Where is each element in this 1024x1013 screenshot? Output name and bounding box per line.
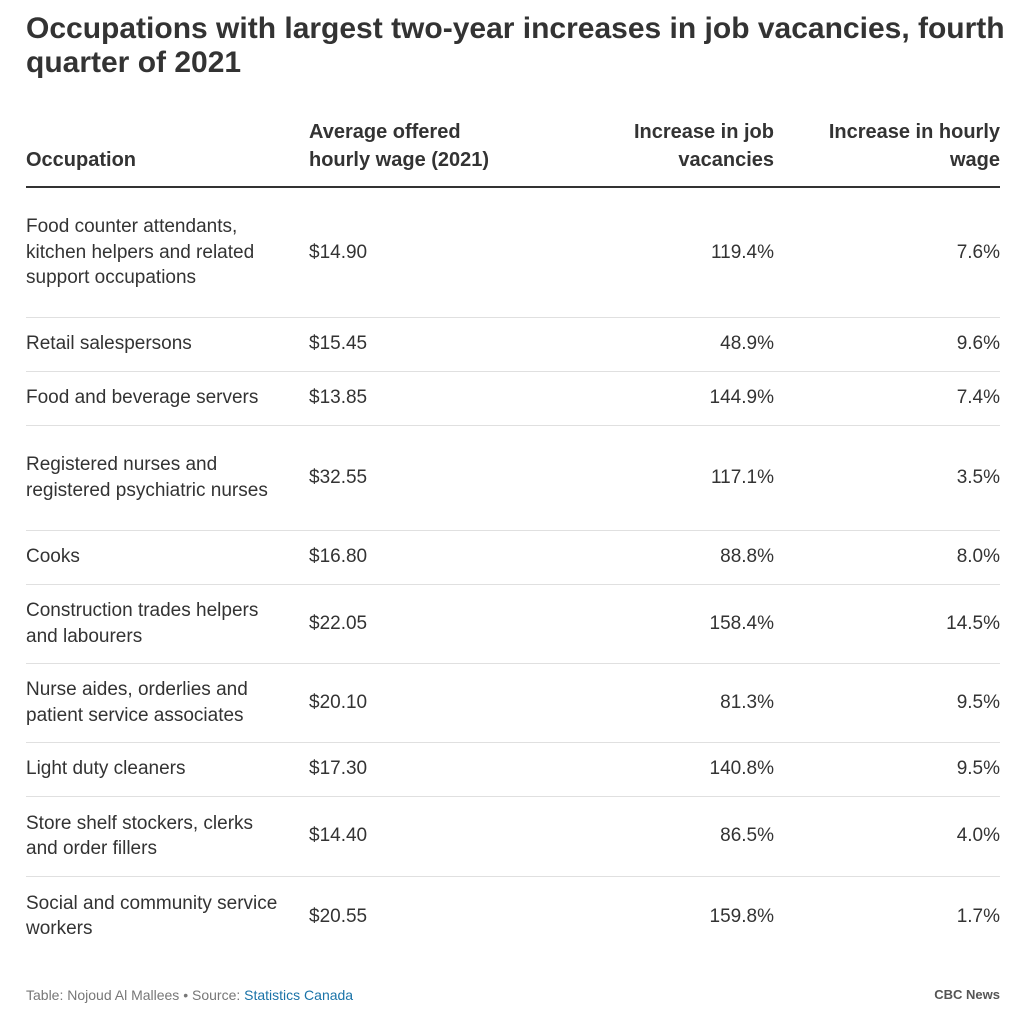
vacancy-increase-cell: 140.8% [539,742,774,797]
table-row: Social and community service workers $20.… [26,876,1000,956]
occupation-cell: Retail salespersons [26,317,309,372]
table-row: Retail salespersons $15.45 48.9% 9.6% [26,317,1000,372]
vacancy-increase-cell: 158.4% [539,584,774,664]
wage-increase-cell: 9.6% [774,317,1000,372]
table-row: Registered nurses and registered psychia… [26,425,1000,531]
wage-cell: $14.90 [309,187,539,318]
footer: Table: Nojoud Al Mallees • Source: Stati… [26,986,1000,1004]
source-link[interactable]: Statistics Canada [244,987,354,1003]
occupation-cell: Food and beverage servers [26,371,309,426]
column-header-wage: Average offered hourly wage (2021) [309,118,539,188]
vacancy-increase-cell: 88.8% [539,530,774,585]
wage-increase-cell: 7.6% [774,187,1000,318]
wage-increase-cell: 9.5% [774,663,1000,743]
occupation-cell: Food counter attendants, kitchen helpers… [26,187,309,318]
wage-increase-cell: 4.0% [774,796,1000,877]
occupation-cell: Light duty cleaners [26,742,309,797]
vacancy-increase-cell: 48.9% [539,317,774,372]
occupation-cell: Registered nurses and registered psychia… [26,425,309,531]
wage-increase-cell: 8.0% [774,530,1000,585]
table-row: Cooks $16.80 88.8% 8.0% [26,530,1000,585]
wage-cell: $15.45 [309,317,539,372]
brand-logo: CBC News [934,987,1000,1002]
wage-increase-cell: 1.7% [956,905,1000,927]
wage-cell: $14.40 [309,796,539,877]
data-table-container: Occupation Average offered hourly wage (… [26,118,1000,956]
column-header-wage-increase: Increase in hourly wage [774,118,1000,188]
vacancy-increase-cell: 81.3% [539,663,774,743]
occupation-cell: Cooks [26,530,309,585]
header-row: Occupation Average offered hourly wage (… [26,118,1000,188]
wage-increase-cell: 9.5% [774,742,1000,797]
column-header-vacancies: Increase in job vacancies [539,118,774,188]
wage-increase-cell: 3.5% [774,425,1000,531]
wage-increase-cell: 14.5% [774,584,1000,664]
wage-cell: $13.85 [309,371,539,426]
table-row: Construction trades helpers and labourer… [26,584,1000,664]
wage-increase-cell: 7.4% [774,371,1000,426]
table-row: Store shelf stockers, clerks and order f… [26,796,1000,877]
vacancy-increase-cell: 86.5% [539,796,774,877]
table-row: Light duty cleaners $17.30 140.8% 9.5% [26,742,1000,797]
table-row: Food and beverage servers $13.85 144.9% 7.4… [26,371,1000,426]
wage-cell: $16.80 [309,530,539,585]
wage-cell: $20.55 [309,905,368,927]
occupation-cell: Nurse aides, orderlies and patient servi… [26,663,309,743]
occupation-cell: Construction trades helpers and labourer… [26,584,309,664]
data-table: Occupation Average offered hourly wage (… [26,118,1000,956]
vacancy-increase-cell: 117.1% [539,425,774,531]
vacancy-increase-cell: 159.8% [709,905,774,927]
wage-cell: $20.10 [309,663,539,743]
wage-cell: $32.55 [309,425,539,531]
wage-cell: $17.30 [309,742,539,797]
vacancy-increase-cell: 119.4% [539,187,774,318]
wage-cell: $22.05 [309,584,539,664]
table-row: Food counter attendants, kitchen helpers… [26,187,1000,318]
occupation-cell: Store shelf stockers, clerks and order f… [26,796,309,877]
vacancy-increase-cell: 144.9% [539,371,774,426]
column-header-occupation: Occupation [26,118,309,188]
table-row: Nurse aides, orderlies and patient servi… [26,663,1000,743]
footer-credit: Table: Nojoud Al Mallees • Source: [26,987,245,1003]
occupation-cell: Social and community service workers [26,892,278,940]
chart-title: Occupations with largest two-year increa… [26,12,1005,79]
